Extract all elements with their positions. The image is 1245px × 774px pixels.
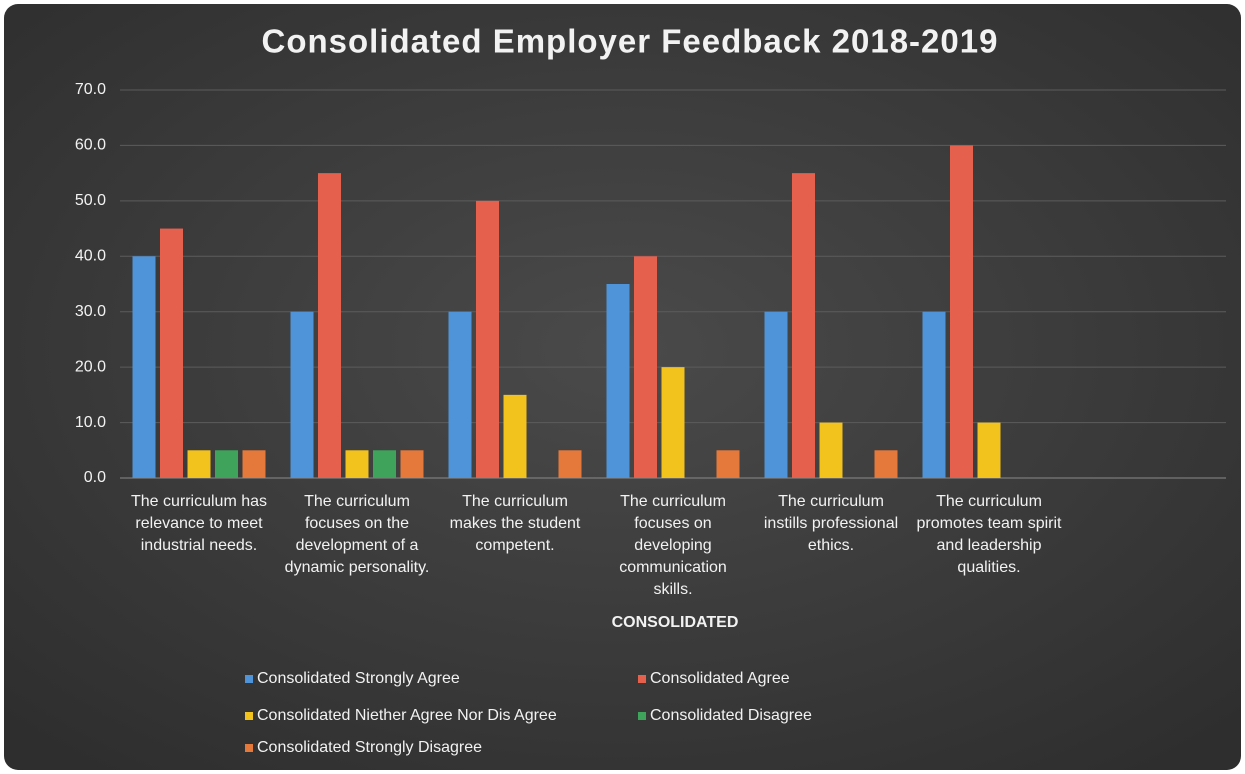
y-tick-label: 40.0 xyxy=(75,248,106,265)
y-tick-label: 20.0 xyxy=(75,358,106,375)
bar xyxy=(400,450,424,478)
bar xyxy=(318,173,341,478)
bar xyxy=(792,173,815,478)
legend-marker xyxy=(245,712,253,720)
bar xyxy=(558,450,582,478)
legend-label: Consolidated Agree xyxy=(650,670,790,687)
x-tick-label: The curriculum promotes team spirit and le… xyxy=(917,493,1062,576)
bar xyxy=(373,450,396,478)
chart-title: Consolidated Employer Feedback 2018-2019 xyxy=(262,23,999,60)
x-axis-title: CONSOLIDATED xyxy=(612,614,739,631)
y-tick-label: 60.0 xyxy=(75,137,106,154)
legend-label: Consolidated Niether Agree Nor Dis Agree xyxy=(257,707,557,724)
bar xyxy=(977,422,1001,478)
legend-marker xyxy=(638,675,646,683)
bar xyxy=(215,450,238,478)
bar xyxy=(950,145,973,478)
bar xyxy=(503,394,527,478)
legend-marker xyxy=(245,744,253,752)
x-tick-label: The curriculum focuses on the development … xyxy=(285,493,430,576)
y-tick-label: 10.0 xyxy=(75,414,106,431)
bar xyxy=(819,422,843,478)
bar xyxy=(132,256,156,478)
y-tick-label: 50.0 xyxy=(75,192,106,209)
bar xyxy=(476,200,499,478)
bar xyxy=(448,311,472,478)
bar xyxy=(634,256,657,478)
legend-label: Consolidated Disagree xyxy=(650,707,812,724)
bar xyxy=(716,450,740,478)
bar xyxy=(187,450,211,478)
bar xyxy=(160,228,183,478)
x-tick-label: The curriculum makes the student competent… xyxy=(450,493,581,554)
x-tick-label: The curriculum has relevance to meet indus… xyxy=(131,493,267,554)
bar xyxy=(764,311,788,478)
legend-marker xyxy=(245,675,253,683)
legend-label: Consolidated Strongly Agree xyxy=(257,670,460,687)
bar xyxy=(661,367,685,478)
x-tick-label: The curriculum instills professional ethic… xyxy=(764,493,898,554)
legend-label: Consolidated Strongly Disagree xyxy=(257,739,482,756)
bar xyxy=(874,450,898,478)
bar xyxy=(606,284,630,478)
y-tick-label: 0.0 xyxy=(84,469,106,486)
y-tick-label: 70.0 xyxy=(75,81,106,98)
bar xyxy=(922,311,946,478)
bar xyxy=(345,450,369,478)
bar xyxy=(242,450,266,478)
bar xyxy=(290,311,314,478)
y-tick-label: 30.0 xyxy=(75,303,106,320)
legend-marker xyxy=(638,712,646,720)
x-tick-label: The curriculum focuses on developing commun… xyxy=(619,493,727,598)
